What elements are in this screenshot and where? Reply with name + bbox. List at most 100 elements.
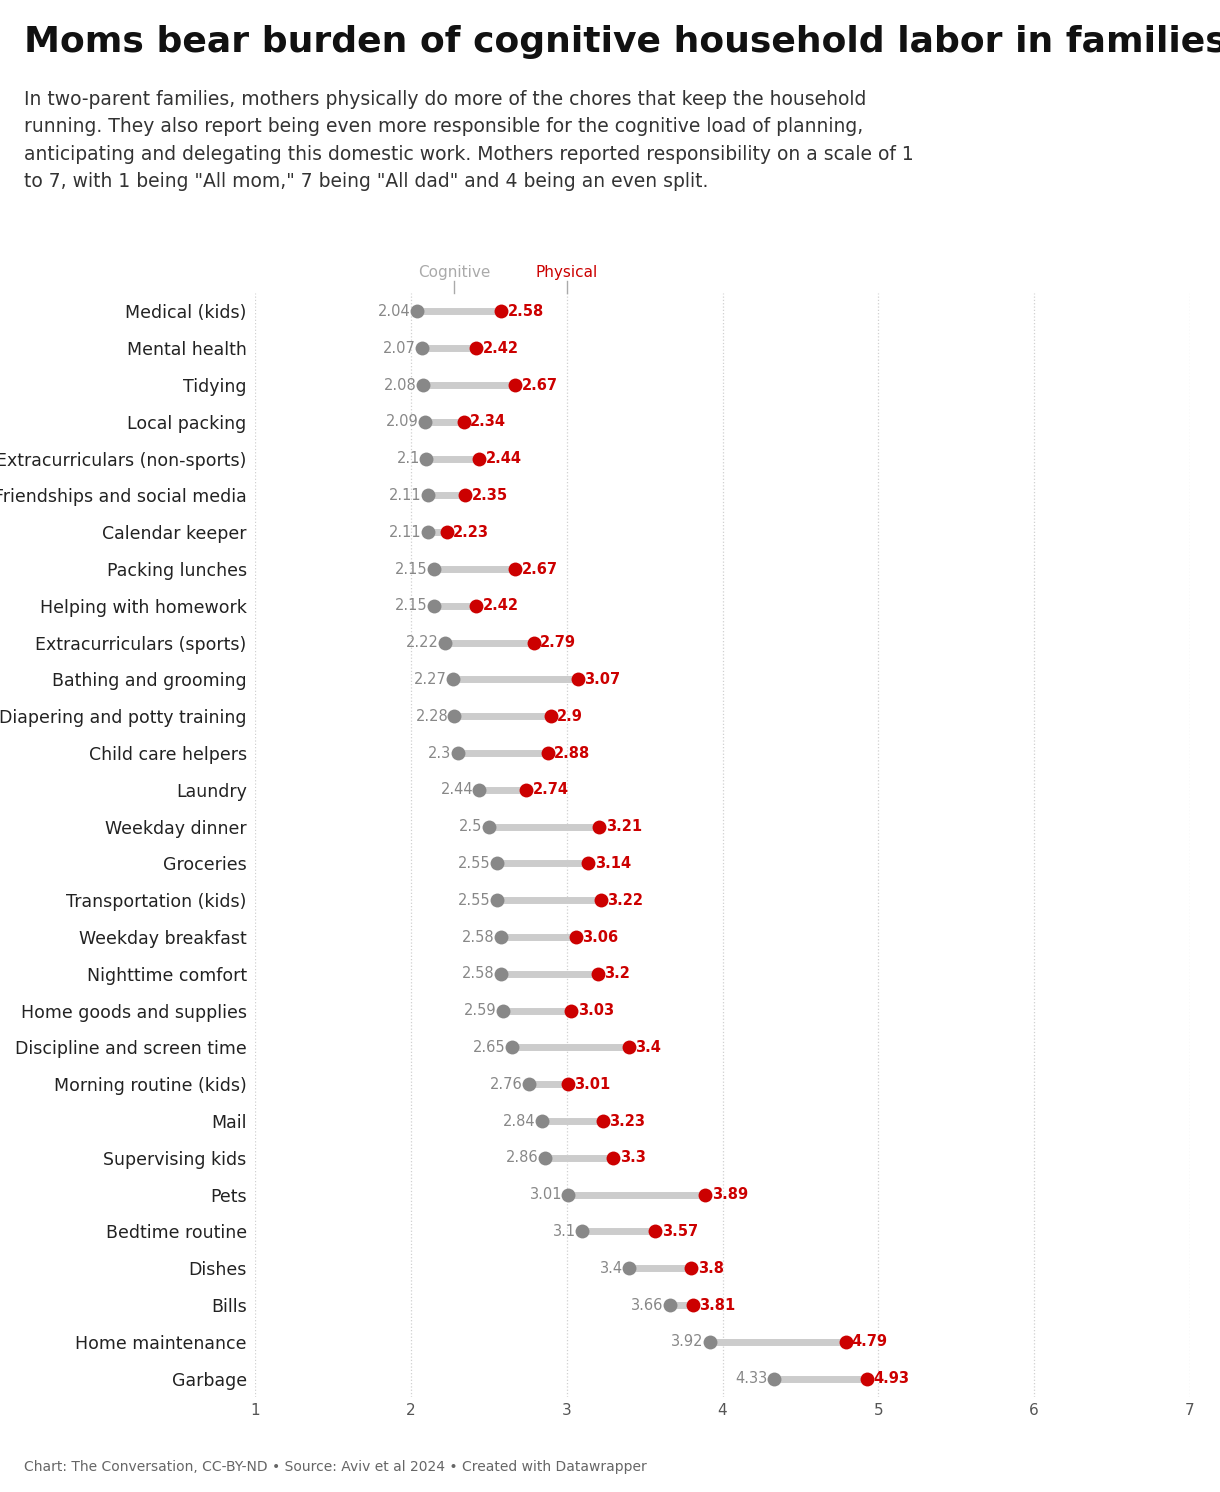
Text: 2.9: 2.9	[558, 709, 583, 724]
Text: 2.04: 2.04	[378, 304, 411, 319]
Point	[592, 888, 611, 912]
Point	[620, 1256, 639, 1280]
Text: 2.65: 2.65	[473, 1040, 506, 1055]
Point	[487, 852, 506, 876]
Text: 2.34: 2.34	[470, 415, 506, 430]
Text: 2.22: 2.22	[406, 636, 439, 651]
Point	[542, 704, 561, 728]
Text: Cognitive: Cognitive	[418, 264, 490, 279]
Text: 3.2: 3.2	[604, 967, 630, 982]
Point	[425, 557, 444, 580]
Text: 2.1: 2.1	[396, 451, 420, 466]
Text: 2.42: 2.42	[483, 340, 518, 355]
Point	[448, 742, 467, 765]
Point	[559, 1183, 578, 1207]
Point	[764, 1367, 783, 1391]
Text: 3.07: 3.07	[584, 671, 620, 686]
Text: 2.27: 2.27	[414, 671, 447, 686]
Point	[412, 336, 432, 360]
Point	[505, 373, 525, 397]
Text: 2.11: 2.11	[389, 488, 422, 503]
Point	[454, 410, 473, 434]
Text: 2.86: 2.86	[506, 1150, 538, 1165]
Point	[436, 631, 455, 655]
Point	[520, 1073, 539, 1097]
Point	[470, 777, 489, 801]
Point	[505, 557, 525, 580]
Point	[455, 483, 475, 507]
Point	[561, 998, 581, 1022]
Text: 2.35: 2.35	[472, 488, 508, 503]
Text: 3.03: 3.03	[577, 1003, 614, 1018]
Point	[532, 1109, 551, 1132]
Text: 2.15: 2.15	[395, 561, 428, 576]
Text: 3.4: 3.4	[600, 1261, 622, 1276]
Text: 2.09: 2.09	[386, 415, 418, 430]
Point	[536, 1146, 555, 1170]
Point	[466, 594, 486, 618]
Text: 2.67: 2.67	[521, 561, 558, 576]
Point	[492, 925, 511, 949]
Point	[588, 962, 608, 986]
Text: 3.3: 3.3	[620, 1150, 645, 1165]
Point	[566, 925, 586, 949]
Text: 2.58: 2.58	[462, 967, 495, 982]
Text: 2.76: 2.76	[490, 1077, 523, 1092]
Text: 2.11: 2.11	[389, 525, 422, 540]
Text: 3.01: 3.01	[529, 1188, 562, 1203]
Text: 2.58: 2.58	[462, 930, 495, 944]
Point	[682, 1256, 701, 1280]
Point	[538, 742, 558, 765]
Point	[516, 777, 536, 801]
Point	[479, 815, 499, 839]
Point	[470, 446, 489, 470]
Text: 2.3: 2.3	[428, 746, 451, 761]
Point	[492, 962, 511, 986]
Text: 3.8: 3.8	[698, 1261, 723, 1276]
Point	[493, 998, 512, 1022]
Point	[589, 815, 609, 839]
Text: 2.28: 2.28	[416, 709, 448, 724]
Point	[593, 1109, 612, 1132]
Text: 3.01: 3.01	[575, 1077, 611, 1092]
Point	[645, 1219, 665, 1243]
Text: 2.08: 2.08	[384, 377, 417, 392]
Text: 2.44: 2.44	[440, 782, 473, 797]
Point	[407, 300, 427, 324]
Point	[417, 446, 437, 470]
Text: Chart: The Conversation, CC-BY-ND • Source: Aviv et al 2024 • Created with Dataw: Chart: The Conversation, CC-BY-ND • Sour…	[24, 1461, 647, 1474]
Text: 3.14: 3.14	[594, 856, 631, 871]
Text: 3.22: 3.22	[608, 892, 643, 907]
Text: 3.92: 3.92	[671, 1334, 704, 1349]
Text: 4.33: 4.33	[736, 1371, 767, 1386]
Text: 2.74: 2.74	[532, 782, 569, 797]
Point	[695, 1183, 715, 1207]
Text: 2.23: 2.23	[453, 525, 489, 540]
Text: 3.1: 3.1	[553, 1223, 576, 1238]
Text: 3.81: 3.81	[699, 1298, 736, 1313]
Point	[578, 852, 598, 876]
Point	[700, 1329, 720, 1353]
Text: Moms bear burden of cognitive household labor in families: Moms bear burden of cognitive household …	[24, 25, 1220, 60]
Text: 2.88: 2.88	[554, 746, 590, 761]
Text: 3.89: 3.89	[711, 1188, 748, 1203]
Point	[683, 1294, 703, 1317]
Point	[525, 631, 544, 655]
Point	[414, 373, 433, 397]
Point	[858, 1367, 877, 1391]
Point	[425, 594, 444, 618]
Point	[415, 410, 434, 434]
Point	[437, 521, 456, 545]
Text: 3.06: 3.06	[582, 930, 619, 944]
Text: 2.15: 2.15	[395, 598, 428, 613]
Text: 2.79: 2.79	[540, 636, 576, 651]
Text: 2.55: 2.55	[458, 856, 490, 871]
Text: 3.57: 3.57	[661, 1223, 698, 1238]
Point	[466, 336, 486, 360]
Text: Physical: Physical	[536, 264, 598, 279]
Text: 3.21: 3.21	[605, 819, 642, 834]
Text: 4.79: 4.79	[852, 1334, 888, 1349]
Text: 4.93: 4.93	[874, 1371, 910, 1386]
Point	[418, 483, 438, 507]
Point	[567, 667, 587, 691]
